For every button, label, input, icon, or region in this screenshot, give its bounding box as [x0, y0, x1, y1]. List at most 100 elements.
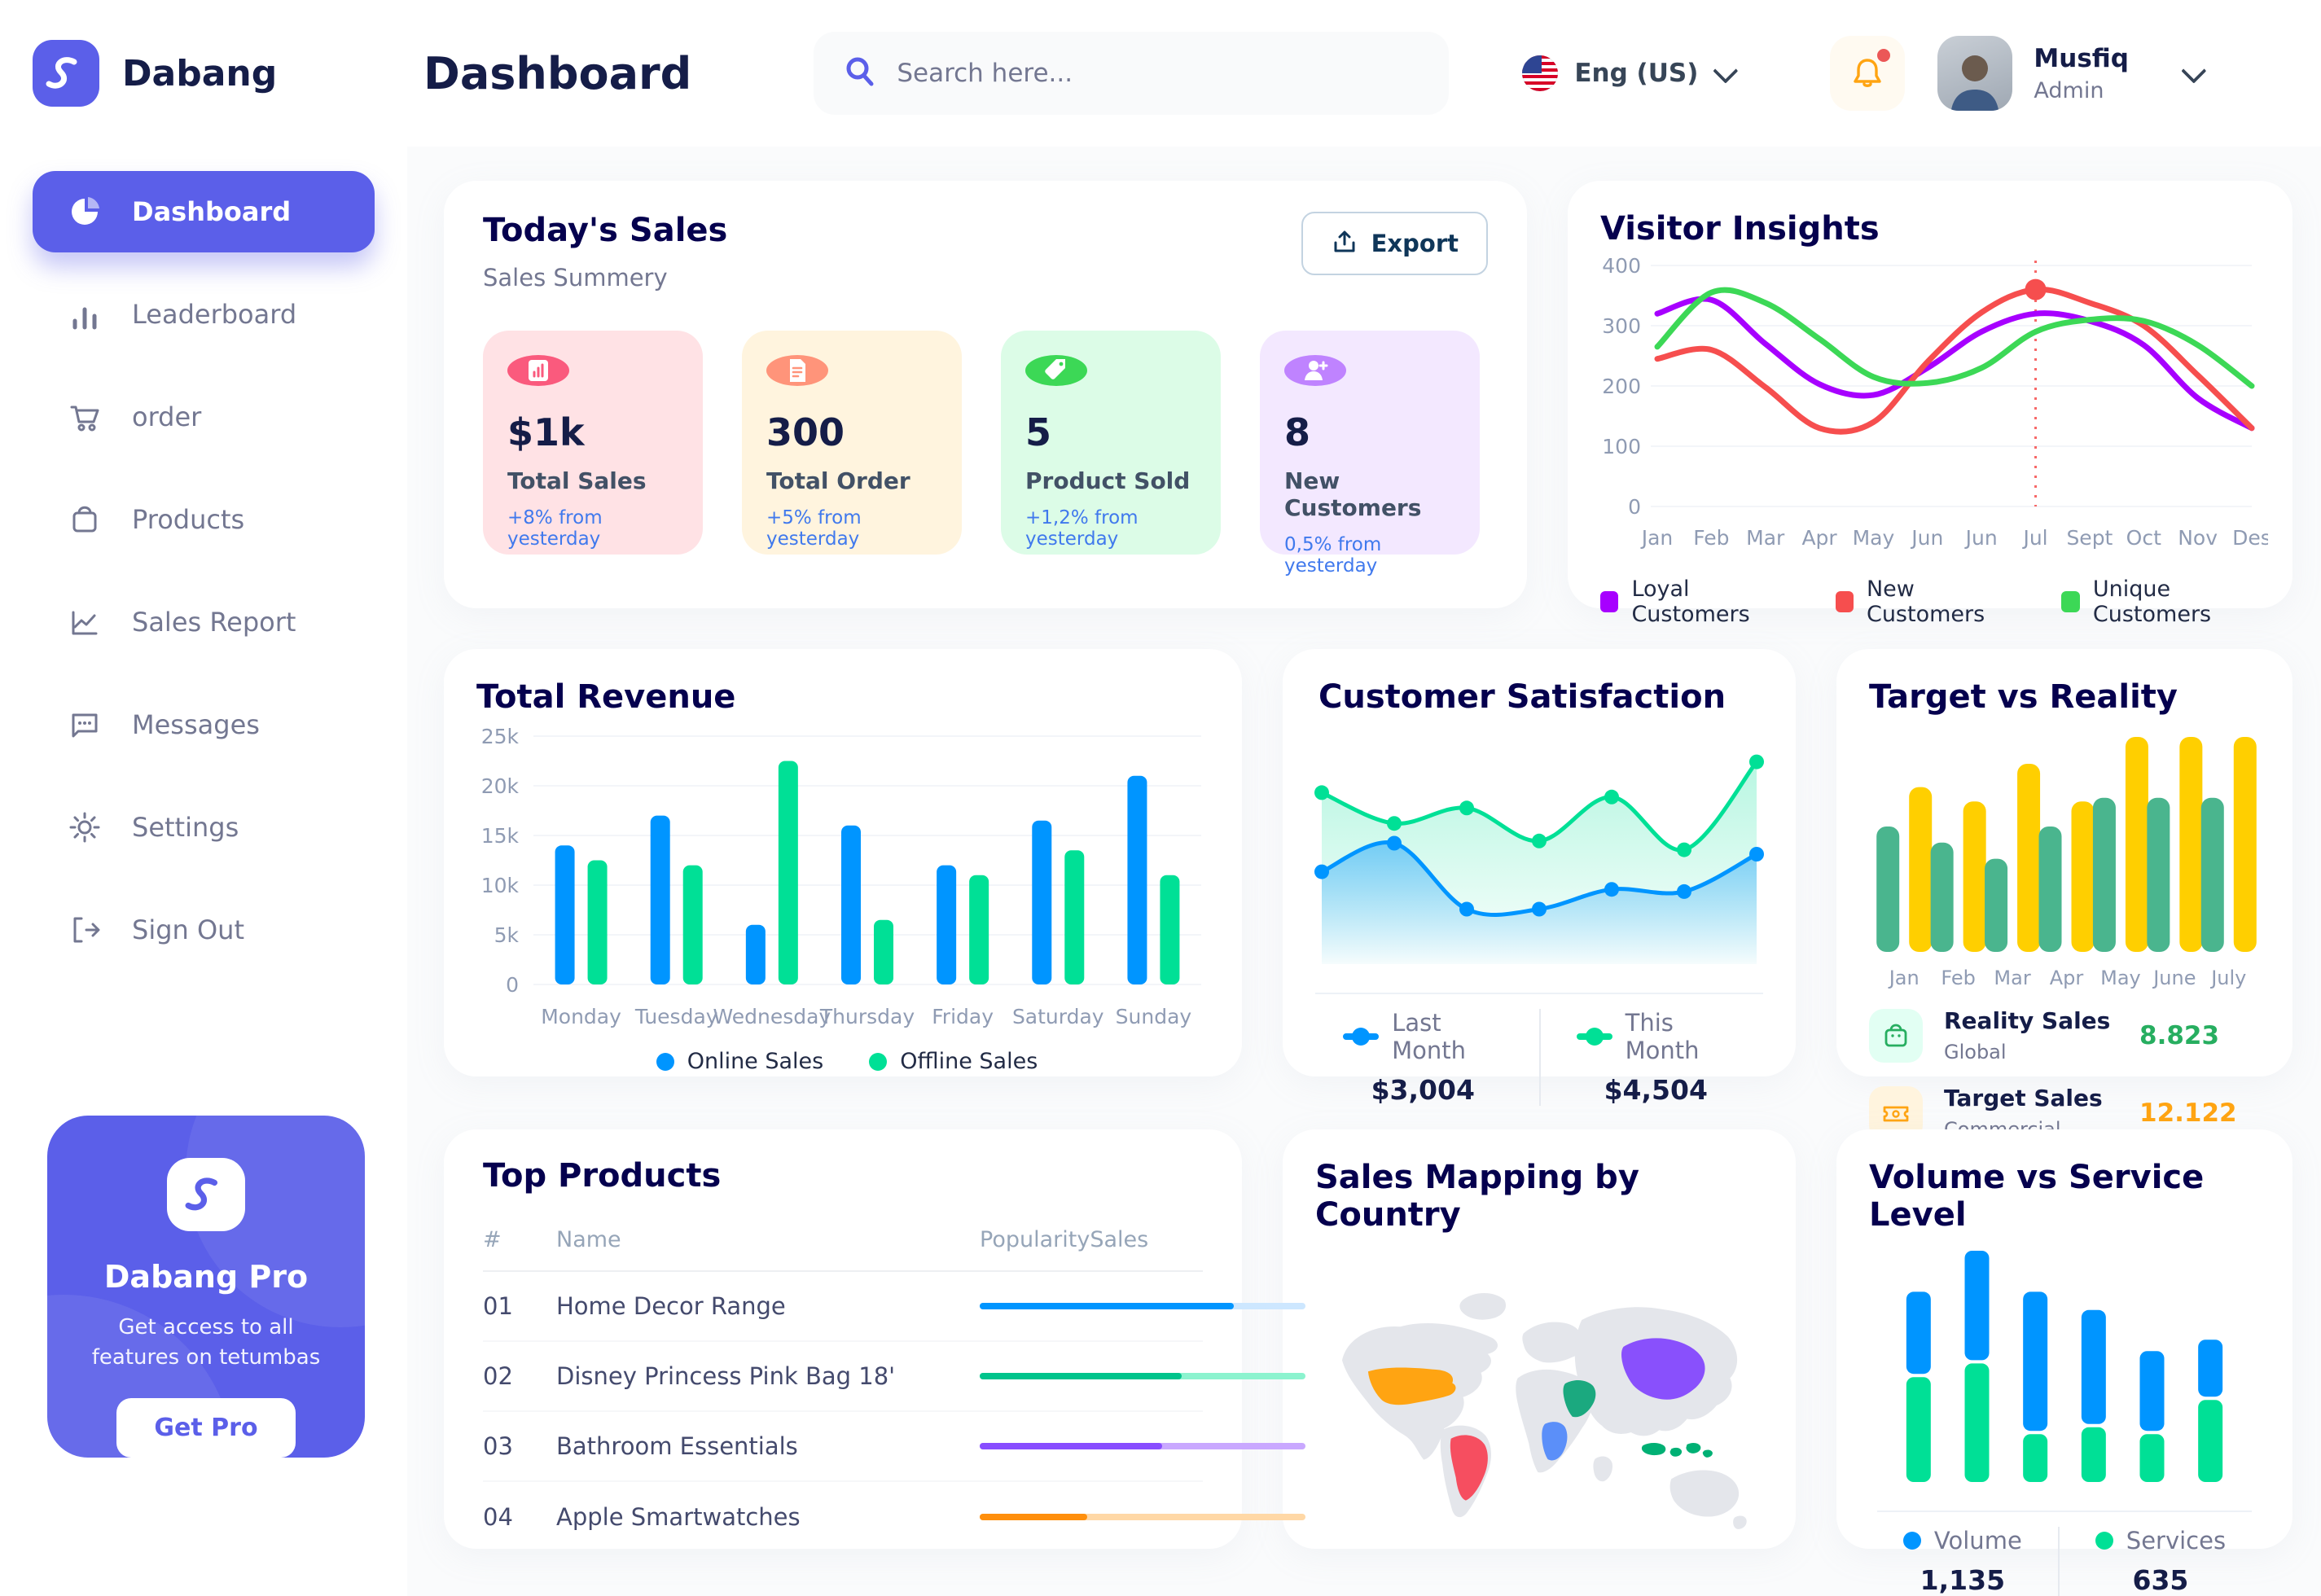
- export-button[interactable]: Export: [1301, 212, 1488, 275]
- sales-mapping-card: Sales Mapping by Country: [1283, 1129, 1796, 1549]
- todays-sales-title: Today's Sales: [483, 212, 728, 249]
- stat-label: Total Order: [766, 467, 910, 494]
- column-popularity: Popularity: [980, 1227, 1090, 1252]
- svg-text:Saturday: Saturday: [1012, 1005, 1104, 1028]
- customer-satisfaction-title: Customer Satisfaction: [1318, 678, 1726, 716]
- get-pro-button[interactable]: Get Pro: [116, 1398, 296, 1458]
- svg-text:Jan: Jan: [1888, 967, 1920, 989]
- search-bar[interactable]: [814, 32, 1450, 115]
- column-sales: Sales: [1090, 1227, 1149, 1252]
- language-selector[interactable]: Eng (US): [1522, 55, 1739, 91]
- sidebar-item-label: Sign Out: [132, 914, 244, 945]
- svg-text:May: May: [1853, 526, 1895, 550]
- brand: Dabang: [0, 40, 407, 107]
- legend-swatch: [2061, 591, 2080, 612]
- stat-card-total-sales: $1k Total Sales +8% from yesterday: [483, 331, 703, 555]
- message-icon: [67, 707, 103, 743]
- bar-chart-icon: [67, 296, 103, 332]
- page-title: Dashboard: [423, 47, 692, 99]
- svg-text:Oct: Oct: [2126, 526, 2161, 550]
- divider: [1315, 993, 1763, 994]
- sidebar-item-sign-out[interactable]: Sign Out: [33, 889, 375, 971]
- legend-item: Last Month $3,004: [1307, 1009, 1539, 1106]
- legend-value: 12.122: [2139, 1098, 2237, 1128]
- legend-dot: [1343, 1033, 1380, 1040]
- brand-logo-icon: [33, 40, 99, 107]
- svg-text:Apr: Apr: [1801, 526, 1837, 550]
- legend-item: Services 635: [2057, 1527, 2262, 1596]
- user-meta: Musfiq Admin: [2034, 44, 2129, 103]
- svg-text:0: 0: [1628, 495, 1641, 519]
- target-vs-reality-title: Target vs Reality: [1869, 678, 2178, 716]
- legend-dot: [656, 1052, 674, 1071]
- top-products-header: # Name Popularity Sales: [483, 1216, 1203, 1272]
- svg-text:Wednesday: Wednesday: [713, 1005, 831, 1028]
- stat-trend: 0,5% from yesterday: [1284, 534, 1382, 577]
- legend-dot: [1902, 1532, 1921, 1550]
- bag-icon: [67, 502, 103, 537]
- stat-label: Product Sold: [1025, 467, 1191, 494]
- legend-item: Volume 1,135: [1867, 1527, 2058, 1596]
- top-products-title: Top Products: [483, 1157, 722, 1195]
- target-vs-reality-card: Target vs Reality Jan Feb Mar Apr May June Jul…: [1836, 649, 2292, 1141]
- svg-text:Monday: Monday: [541, 1005, 621, 1028]
- gear-icon: [67, 809, 103, 845]
- legend-item: Loyal Customers: [1600, 577, 1790, 627]
- sidebar-item-leaderboard[interactable]: Leaderboard: [33, 274, 375, 355]
- visitor-insights-legend: Loyal Customers New Customers Unique Custo…: [1600, 577, 2268, 627]
- product-num: 02: [483, 1362, 513, 1390]
- search-input[interactable]: [897, 59, 1402, 88]
- volume-service-card: Volume vs Service Level Volume 1,135 Servi…: [1836, 1129, 2292, 1596]
- legend-dot: [869, 1052, 888, 1071]
- svg-text:100: 100: [1602, 435, 1641, 458]
- svg-text:Jul: Jul: [2021, 526, 2047, 550]
- target-vs-reality-chart: Jan Feb Mar Apr May June July: [1869, 716, 2260, 996]
- svg-text:Apr: Apr: [2050, 967, 2084, 989]
- divider: [1877, 1510, 2252, 1512]
- avatar: [1937, 36, 2013, 111]
- notifications-button[interactable]: [1830, 36, 1906, 111]
- sidebar-item-products[interactable]: Products: [33, 479, 375, 560]
- sidebar-item-settings[interactable]: Settings: [33, 787, 375, 868]
- us-flag-icon: [1522, 55, 1559, 91]
- promo-title: Dabang Pro: [103, 1258, 309, 1295]
- sidebar: Dashboard Leaderboard order Products Sales R…: [0, 147, 407, 1596]
- product-name: Bathroom Essentials: [556, 1432, 798, 1460]
- stat-value: 300: [766, 410, 845, 454]
- sidebar-item-messages[interactable]: Messages: [33, 684, 375, 765]
- todays-sales-subtitle: Sales Summery: [483, 264, 668, 292]
- stat-card-new-customers: 8 New Customers 0,5% from yesterday: [1260, 331, 1480, 577]
- notification-badge: [1877, 49, 1891, 62]
- volume-service-title: Volume vs Service Level: [1869, 1159, 2205, 1234]
- line-chart-icon: [67, 604, 103, 640]
- legend-label: Last Month: [1392, 1009, 1467, 1064]
- sidebar-item-label: Settings: [132, 812, 239, 843]
- visitor-insights-card: Visitor Insights 0 100 200 300 400 Jan Feb Mar A…: [1568, 181, 2292, 627]
- sidebar-item-sales-report[interactable]: Sales Report: [33, 581, 375, 663]
- legend-label: New Customers: [1866, 577, 1985, 627]
- visitor-insights-title: Visitor Insights: [1600, 210, 1880, 248]
- svg-text:0: 0: [506, 973, 519, 997]
- brand-name: Dabang: [122, 52, 278, 94]
- svg-text:June: June: [2152, 967, 2196, 989]
- sidebar-item-order[interactable]: order: [33, 376, 375, 458]
- legend-label: Loyal Customers: [1631, 577, 1750, 627]
- legend-dot: [1576, 1033, 1612, 1040]
- stat-trend: +5% from yesterday: [766, 507, 862, 550]
- user-menu[interactable]: Musfiq Admin: [1937, 36, 2207, 111]
- product-num: 03: [483, 1432, 513, 1460]
- popularity-bar: [980, 1443, 1305, 1449]
- svg-text:Thursday: Thursday: [819, 1005, 915, 1028]
- legend-item: Offline Sales: [869, 1049, 1038, 1074]
- svg-text:200: 200: [1602, 375, 1641, 398]
- sidebar-item-dashboard[interactable]: Dashboard: [33, 171, 375, 252]
- chart-icon: [507, 355, 569, 386]
- legend-item: New Customers: [1835, 577, 2016, 627]
- svg-text:25k: 25k: [481, 725, 520, 748]
- legend-item: Online Sales: [656, 1049, 823, 1074]
- user-plus-icon: [1284, 355, 1346, 386]
- stats-row: $1k Total Sales +8% from yesterday 300 Total…: [483, 331, 1488, 577]
